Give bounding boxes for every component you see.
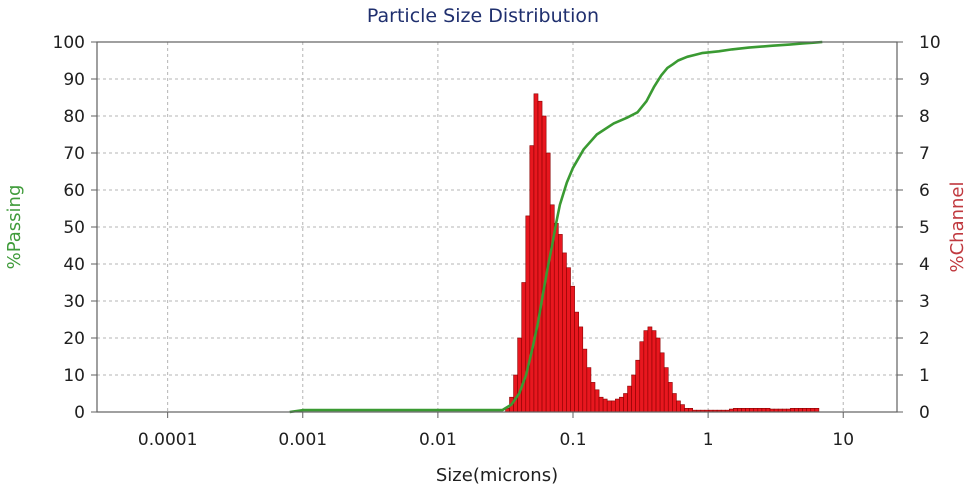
y-left-tick-label: 80 bbox=[63, 107, 85, 127]
y-left-tick-label: 50 bbox=[63, 218, 85, 238]
passing-line bbox=[289, 40, 823, 414]
x-axis-label: Size(microns) bbox=[436, 465, 558, 486]
channel-bar bbox=[545, 152, 551, 413]
y-right-tick-label: 5 bbox=[919, 218, 930, 238]
channel-bar bbox=[566, 267, 571, 413]
channel-bar bbox=[602, 398, 608, 413]
grid-lines bbox=[97, 42, 897, 412]
y-left-tick-label: 90 bbox=[63, 70, 85, 90]
channel-bar bbox=[562, 252, 567, 413]
channel-bar bbox=[647, 326, 653, 413]
y-left-tick-label: 0 bbox=[74, 403, 85, 423]
y-left-tick-label: 60 bbox=[63, 181, 85, 201]
channel-bar bbox=[676, 400, 681, 413]
channel-bar bbox=[529, 145, 535, 413]
y-left-tick-label: 20 bbox=[63, 329, 85, 349]
y-right-tick-label: 0 bbox=[919, 403, 930, 423]
channel-bar bbox=[537, 100, 543, 413]
channel-bar bbox=[672, 393, 677, 413]
channel-bar bbox=[578, 326, 584, 413]
x-tick-label: 1 bbox=[703, 430, 714, 450]
channel-bar bbox=[590, 382, 596, 413]
y-right-tick-label: 4 bbox=[919, 255, 930, 275]
channel-bar bbox=[623, 393, 628, 413]
channel-bar bbox=[517, 337, 523, 413]
y-left-tick-label: 70 bbox=[63, 144, 85, 164]
channel-bar bbox=[582, 348, 588, 413]
channel-bar bbox=[541, 115, 547, 413]
y-right-tick-label: 2 bbox=[919, 329, 930, 349]
channel-bar bbox=[553, 223, 559, 413]
y-left-tick-label: 40 bbox=[63, 255, 85, 275]
chart-title: Particle Size Distribution bbox=[367, 5, 599, 27]
channel-bar bbox=[651, 330, 657, 413]
channel-bar bbox=[570, 285, 575, 413]
passing-line-layer bbox=[289, 40, 823, 414]
channel-bar bbox=[619, 396, 624, 413]
x-tick-label: 0.01 bbox=[419, 430, 457, 450]
x-tick-label: 10 bbox=[832, 430, 854, 450]
channel-bar bbox=[558, 234, 563, 413]
axis-ticks: 0 10 20 30 40 50 60 70 80 90 100 0 1 2 3 4 5 6 7 8 9 10 0.0001… bbox=[53, 33, 941, 450]
y-right-tick-label: 3 bbox=[919, 292, 930, 312]
channel-bar bbox=[586, 367, 592, 413]
channel-bar bbox=[680, 404, 685, 413]
y-axis-right-label: %Channel bbox=[947, 181, 968, 272]
channel-bar bbox=[631, 374, 636, 413]
y-right-tick-label: 10 bbox=[919, 33, 941, 53]
y-right-tick-label: 8 bbox=[919, 107, 930, 127]
channel-bars bbox=[505, 93, 820, 413]
y-right-tick-label: 9 bbox=[919, 70, 930, 90]
channel-bar bbox=[598, 396, 604, 413]
y-left-tick-label: 30 bbox=[63, 292, 85, 312]
channel-bar bbox=[521, 282, 527, 413]
channel-bar bbox=[594, 389, 600, 413]
x-tick-label: 0.001 bbox=[278, 430, 327, 450]
channel-bar bbox=[643, 330, 649, 413]
channel-bar bbox=[525, 215, 531, 413]
y-right-tick-label: 1 bbox=[919, 366, 930, 386]
channel-bar bbox=[627, 385, 632, 413]
channel-bar bbox=[655, 337, 661, 413]
channel-bar bbox=[667, 382, 673, 413]
y-right-tick-label: 6 bbox=[919, 181, 930, 201]
channel-bar bbox=[574, 311, 579, 413]
channel-bar bbox=[615, 398, 620, 413]
x-tick-label: 0.1 bbox=[559, 430, 586, 450]
y-left-tick-label: 10 bbox=[63, 366, 85, 386]
x-tick-label: 0.0001 bbox=[138, 430, 197, 450]
channel-bar bbox=[639, 341, 645, 413]
channel-bar bbox=[606, 400, 612, 413]
channel-bar bbox=[663, 367, 669, 413]
channel-bar bbox=[610, 400, 616, 413]
channel-bar bbox=[533, 93, 539, 413]
y-left-tick-label: 100 bbox=[53, 33, 85, 53]
channel-bar bbox=[635, 359, 641, 413]
channel-bar bbox=[513, 374, 518, 413]
channel-bar bbox=[659, 352, 665, 413]
y-axis-left-label: %Passing bbox=[4, 185, 25, 270]
y-right-tick-label: 7 bbox=[919, 144, 930, 164]
